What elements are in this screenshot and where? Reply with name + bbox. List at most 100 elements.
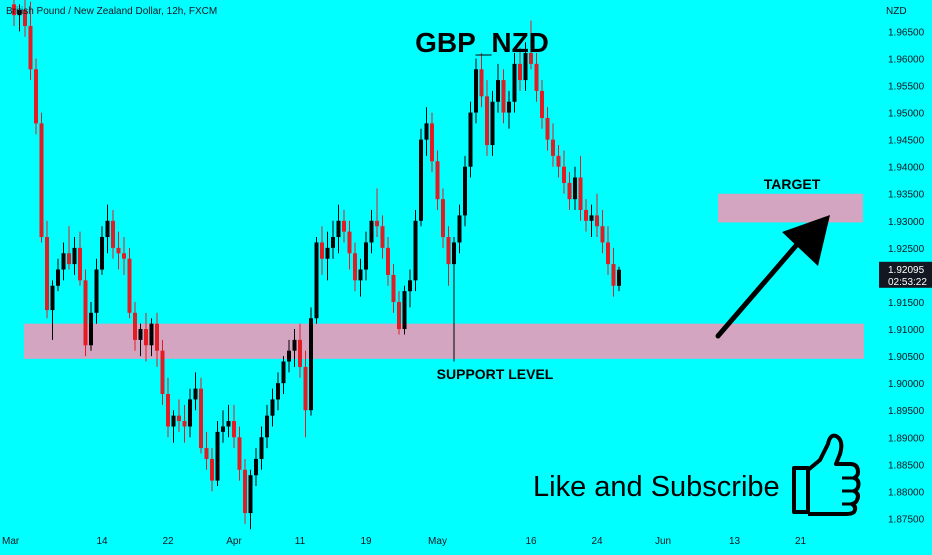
candle[interactable] [12, 0, 16, 26]
candle[interactable] [545, 107, 550, 151]
candle[interactable] [78, 231, 82, 286]
candle[interactable] [617, 266, 621, 292]
candle[interactable] [100, 226, 104, 275]
candle[interactable] [193, 372, 198, 411]
candle[interactable] [551, 123, 555, 167]
price-axis[interactable]: NZD 1.96500 1.96000 1.95500 1.95000 1.94500 1… [879, 6, 932, 525]
candle[interactable] [122, 237, 126, 275]
candle[interactable] [474, 58, 478, 124]
candle[interactable] [518, 47, 522, 91]
candle[interactable] [347, 220, 352, 270]
candle[interactable] [133, 301, 137, 351]
candle[interactable] [463, 155, 467, 227]
candle[interactable] [160, 339, 165, 405]
candle[interactable] [56, 258, 60, 292]
candle[interactable] [94, 258, 99, 324]
candle[interactable] [397, 291, 401, 335]
candle[interactable] [320, 226, 324, 275]
candle[interactable] [127, 247, 132, 319]
candle[interactable] [309, 307, 313, 416]
candle[interactable] [259, 426, 264, 470]
candle[interactable] [67, 226, 71, 270]
candle[interactable] [430, 112, 434, 173]
candle[interactable] [287, 339, 291, 373]
candle[interactable] [39, 112, 44, 243]
candle[interactable] [490, 90, 495, 156]
candle[interactable] [562, 150, 566, 194]
candle[interactable] [364, 231, 368, 281]
candle[interactable] [149, 318, 154, 357]
candle[interactable] [485, 80, 489, 156]
candle[interactable] [408, 269, 412, 308]
candle[interactable] [144, 312, 148, 362]
target-zone[interactable] [718, 193, 863, 223]
candle[interactable] [237, 426, 242, 481]
candle[interactable] [424, 107, 429, 156]
candle[interactable] [435, 150, 440, 210]
candle[interactable] [567, 172, 572, 210]
up-arrow-icon[interactable] [715, 215, 830, 339]
candle[interactable] [171, 410, 176, 443]
candle[interactable] [276, 372, 280, 411]
candle[interactable] [496, 63, 500, 113]
candle[interactable] [281, 356, 286, 394]
candle[interactable] [204, 431, 209, 470]
candle[interactable] [111, 209, 115, 259]
candle[interactable] [391, 264, 396, 313]
candle[interactable] [501, 69, 506, 124]
time-axis[interactable]: Mar 14 22 Apr 11 19 May 16 24 Jun 13 21 [2, 536, 806, 547]
candle[interactable] [402, 285, 407, 335]
candle[interactable] [375, 188, 379, 238]
candle[interactable] [336, 204, 341, 254]
candle[interactable] [446, 226, 451, 286]
candle[interactable] [331, 220, 335, 259]
candle[interactable] [83, 269, 88, 357]
candle[interactable] [419, 128, 423, 227]
candle[interactable] [578, 155, 583, 221]
candle[interactable] [292, 329, 297, 367]
candle[interactable] [298, 323, 302, 378]
candle[interactable] [72, 237, 77, 275]
candle[interactable] [584, 199, 588, 232]
candle[interactable] [116, 231, 121, 270]
candle[interactable] [479, 53, 484, 108]
candle[interactable] [556, 145, 561, 178]
candle[interactable] [254, 448, 258, 486]
candle[interactable] [468, 101, 473, 178]
candle[interactable] [34, 58, 38, 135]
candle[interactable] [199, 377, 203, 454]
candle[interactable] [611, 247, 616, 297]
candle[interactable] [529, 20, 533, 70]
candle[interactable] [50, 280, 55, 340]
candle[interactable] [215, 421, 220, 486]
candle[interactable] [303, 350, 308, 438]
candle[interactable] [232, 404, 236, 449]
candle[interactable] [540, 80, 544, 129]
candle[interactable] [89, 301, 93, 351]
candle[interactable] [138, 323, 143, 357]
candle[interactable] [177, 399, 181, 432]
candle[interactable] [105, 204, 110, 254]
candle[interactable] [61, 242, 66, 281]
candle[interactable] [523, 42, 528, 91]
candle[interactable] [188, 388, 192, 438]
candle[interactable] [23, 0, 27, 37]
candle[interactable] [28, 1, 33, 81]
candle[interactable] [45, 220, 49, 319]
candle[interactable] [270, 388, 275, 427]
candle[interactable] [243, 458, 247, 524]
candle[interactable] [248, 469, 253, 530]
candle[interactable] [534, 53, 539, 102]
candle[interactable] [413, 209, 418, 292]
candle[interactable] [512, 53, 517, 113]
candle[interactable] [166, 377, 170, 438]
candle[interactable] [210, 448, 214, 492]
candle[interactable] [457, 204, 462, 254]
candle[interactable] [221, 410, 225, 443]
candle[interactable] [342, 209, 346, 243]
candle[interactable] [325, 231, 330, 281]
candle[interactable] [380, 215, 385, 259]
candle[interactable] [226, 404, 231, 438]
candle[interactable] [441, 188, 445, 248]
